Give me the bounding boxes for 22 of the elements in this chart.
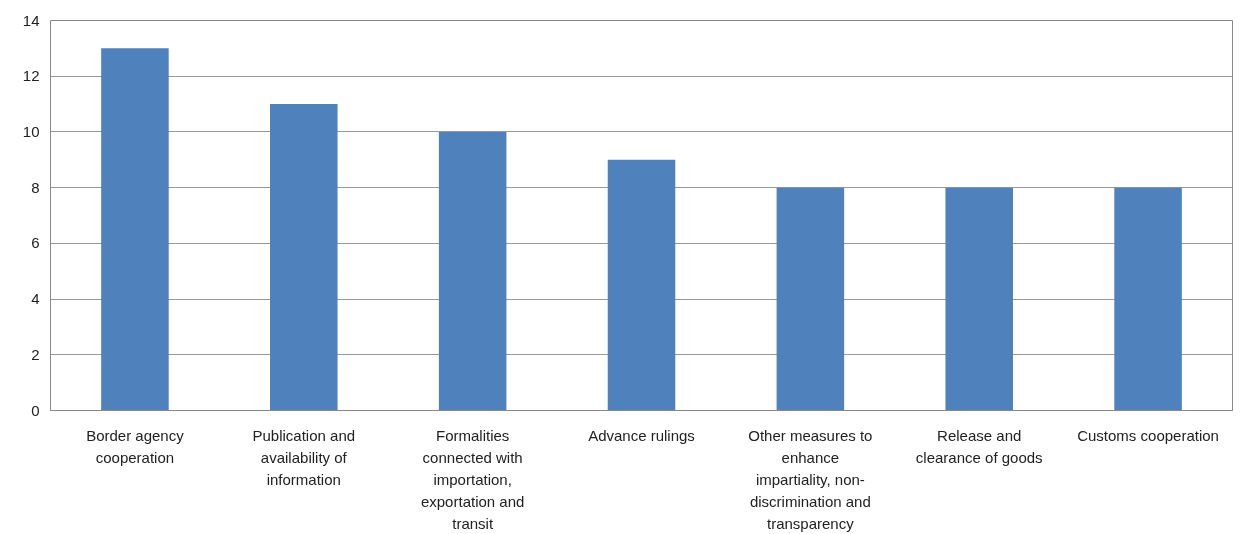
y-tick-label: 2 (31, 345, 40, 363)
y-tick-label: 4 (31, 290, 40, 308)
x-tick-label: Publication and availability of information (252, 426, 356, 488)
x-tick-label: Formalities connected with importation, exportation and transit (420, 426, 525, 532)
bar (776, 187, 845, 411)
bar (270, 104, 338, 411)
bar (101, 48, 169, 411)
y-tick-label: 0 (31, 401, 40, 419)
y-tick-label: 6 (31, 234, 40, 252)
y-tick-label: 8 (31, 178, 40, 196)
y-tick-label: 14 (22, 11, 40, 29)
x-tick-label: Advance rulings (588, 426, 695, 444)
bar (607, 159, 676, 411)
bar (1114, 187, 1182, 411)
x-tick-label: Release and clearance of goods (915, 426, 1043, 466)
x-tick-label: Customs cooperation (1077, 426, 1219, 444)
y-tick-label: 10 (22, 122, 40, 140)
y-tick-label: 12 (22, 67, 40, 85)
bar (438, 131, 507, 411)
x-tick-label: Border agency cooperation (86, 426, 185, 466)
x-tick-label: Other measures to enhance impartiality, non-discrimination and transparency (748, 426, 873, 532)
bar (945, 187, 1013, 411)
